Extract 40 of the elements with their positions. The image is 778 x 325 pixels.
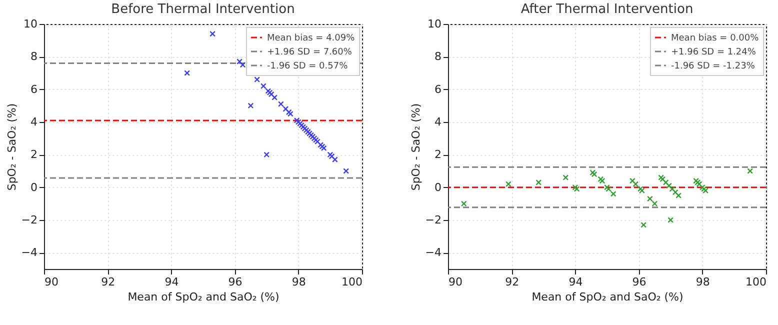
x-tick-label: 96 xyxy=(228,276,242,288)
x-axis-title: Mean of SpO₂ and SaO₂ (%) xyxy=(128,290,280,304)
x-axis-title: Mean of SpO₂ and SaO₂ (%) xyxy=(532,290,684,304)
legend-label: -1.96 SD = -1.23% xyxy=(671,62,756,72)
y-tick-label: 2 xyxy=(434,148,442,162)
x-tick-label: 98 xyxy=(292,276,306,288)
y-axis-title: SpO₂ - SaO₂ (%) xyxy=(5,103,18,191)
x-tick-label: 92 xyxy=(101,276,116,288)
legend-label: -1.96 SD = 0.57% xyxy=(267,62,348,72)
x-tick-label: 100 xyxy=(746,276,766,288)
x-tick-label: 90 xyxy=(448,276,462,288)
legend-label: Mean bias = 0.00% xyxy=(671,34,760,44)
x-tick-label: 98 xyxy=(696,276,710,288)
x-tick-label: 100 xyxy=(342,276,362,288)
legend-label: +1.96 SD = 7.60% xyxy=(267,48,352,58)
x-tick-label: 90 xyxy=(44,276,58,288)
x-tick-label: 96 xyxy=(632,276,646,288)
y-tick-label: 2 xyxy=(30,148,38,162)
y-tick-label: 0 xyxy=(30,180,38,194)
y-tick-label: 4 xyxy=(434,116,442,128)
legend-label: +1.96 SD = 1.24% xyxy=(671,48,756,58)
y-tick-label: 6 xyxy=(30,82,38,96)
y-tick-label: 10 xyxy=(24,18,38,30)
chart-title: Before Thermal Intervention xyxy=(111,2,295,17)
y-tick-label: −2 xyxy=(21,214,38,226)
y-tick-label: 6 xyxy=(434,82,442,96)
legend-label: Mean bias = 4.09% xyxy=(267,34,356,44)
y-tick-label: 4 xyxy=(30,116,38,128)
y-tick-label: 0 xyxy=(434,180,442,194)
x-tick-label: 94 xyxy=(164,276,179,288)
y-tick-label: 8 xyxy=(30,50,38,64)
y-tick-label: −4 xyxy=(21,246,38,260)
chart-title: After Thermal Intervention xyxy=(520,2,694,17)
y-tick-label: 8 xyxy=(434,50,442,64)
y-tick-label: −4 xyxy=(425,246,442,260)
y-axis-title: SpO₂ - SaO₂ (%) xyxy=(409,103,422,191)
y-tick-label: 10 xyxy=(428,18,442,30)
x-tick-label: 92 xyxy=(505,276,520,288)
x-tick-label: 94 xyxy=(568,276,583,288)
y-tick-label: −2 xyxy=(425,214,442,226)
